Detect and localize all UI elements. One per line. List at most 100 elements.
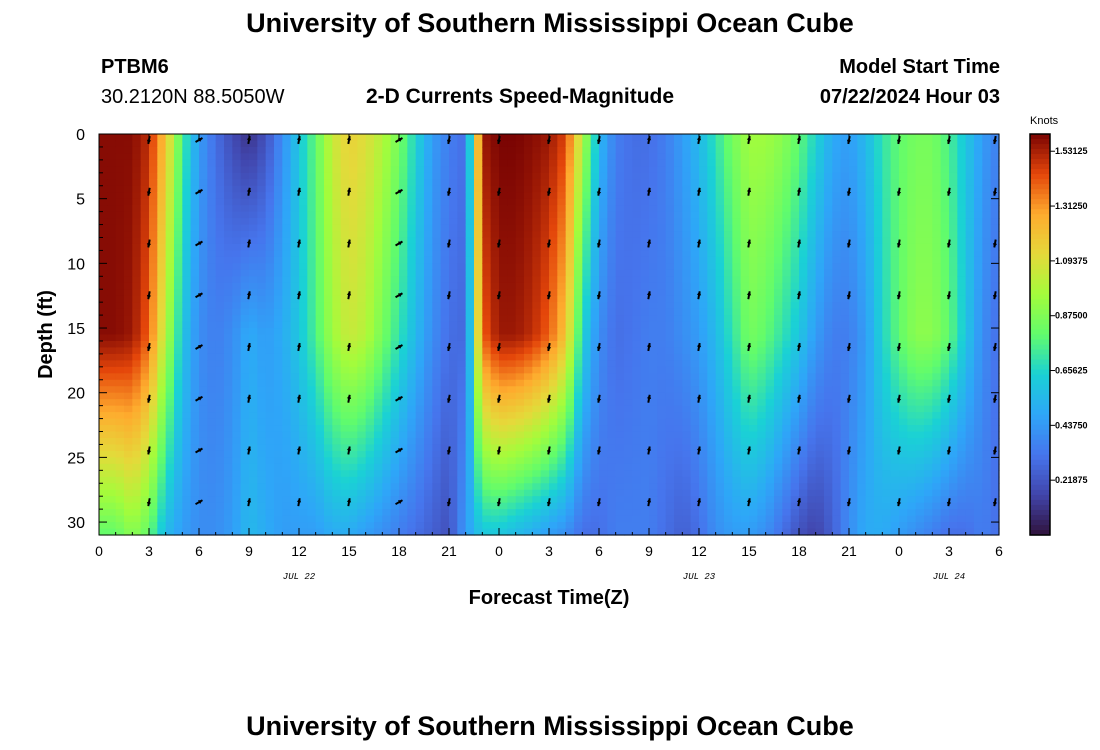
heatmap-cell [715, 444, 725, 452]
heatmap-cell [582, 386, 592, 394]
heatmap-cell [665, 379, 675, 387]
heatmap-cell [715, 476, 725, 484]
heatmap-cell [465, 134, 475, 142]
heatmap-cell [515, 353, 525, 361]
heatmap-cell [290, 379, 300, 387]
heatmap-cell [765, 153, 775, 161]
heatmap-cell [365, 405, 375, 413]
heatmap-cell [540, 437, 550, 446]
heatmap-cell [424, 263, 433, 271]
heatmap-cell [149, 211, 158, 219]
heatmap-cell [207, 276, 217, 284]
heatmap-cell [474, 450, 483, 458]
heatmap-cell [399, 405, 408, 413]
heatmap-cell [690, 522, 700, 530]
heatmap-cell [332, 476, 342, 484]
heatmap-cell [190, 392, 200, 400]
heatmap-cell [524, 172, 533, 180]
heatmap-cell [282, 237, 292, 245]
heatmap-cell [424, 146, 433, 155]
heatmap-cell [557, 347, 567, 355]
heatmap-cell [524, 263, 533, 271]
heatmap-cell [732, 205, 742, 213]
heatmap-cell [199, 243, 208, 252]
heatmap-cell [290, 224, 300, 232]
heatmap-cell [532, 373, 542, 381]
heatmap-cell [415, 509, 425, 517]
heatmap-cell [190, 431, 200, 439]
heatmap-cell [215, 450, 225, 458]
heatmap-cell [707, 412, 717, 420]
heatmap-cell [740, 315, 750, 323]
heatmap-cell [765, 243, 775, 252]
heatmap-cell [524, 444, 533, 452]
heatmap-cell [615, 463, 625, 471]
heatmap-cell [657, 502, 667, 510]
heatmap-cell [307, 437, 317, 446]
heatmap-cell [374, 425, 383, 433]
heatmap-cell [615, 328, 625, 336]
heatmap-cell [282, 340, 292, 349]
heatmap-cell [265, 205, 275, 213]
heatmap-cell [365, 496, 375, 504]
heatmap-cell [324, 243, 333, 252]
heatmap-cell [615, 425, 625, 433]
heatmap-cell [549, 276, 558, 284]
heatmap-cell [224, 418, 233, 426]
heatmap-cell [382, 146, 392, 155]
heatmap-cell [674, 315, 683, 323]
heatmap-cell [340, 250, 350, 258]
heatmap-cell [499, 179, 508, 187]
heatmap-cell [599, 146, 608, 155]
heatmap-cell [465, 509, 475, 517]
heatmap-cell [365, 444, 375, 452]
heatmap-cell [240, 269, 250, 277]
heatmap-cell [590, 463, 600, 471]
heatmap-cell [399, 412, 408, 420]
heatmap-cell [257, 328, 267, 336]
heatmap-cell [324, 431, 333, 439]
heatmap-cell [457, 450, 467, 458]
heatmap-cell [590, 198, 600, 206]
heatmap-cell [674, 289, 683, 297]
heatmap-cell [682, 224, 692, 232]
heatmap-cell [190, 172, 200, 180]
heatmap-cell [699, 502, 708, 510]
heatmap-cell [182, 522, 192, 530]
heatmap-cell [149, 379, 158, 387]
heatmap-cell [165, 489, 175, 497]
heatmap-cell [99, 185, 108, 193]
heatmap-cell [407, 237, 417, 245]
heatmap-cell [599, 386, 608, 394]
heatmap-cell [349, 399, 358, 407]
heatmap-cell [107, 276, 117, 284]
heatmap-cell [732, 315, 742, 323]
heatmap-cell [407, 172, 417, 180]
heatmap-cell [732, 392, 742, 400]
heatmap-cell [440, 256, 450, 264]
heatmap-cell [382, 263, 392, 271]
heatmap-cell [357, 353, 367, 361]
heatmap-cell [240, 295, 250, 303]
heatmap-cell [440, 289, 450, 297]
heatmap-cell [124, 134, 133, 142]
heatmap-cell [574, 528, 583, 536]
heatmap-cell [715, 179, 725, 187]
heatmap-cell [240, 412, 250, 420]
heatmap-cell [432, 172, 442, 180]
heatmap-cell [474, 379, 483, 387]
heatmap-cell [274, 425, 283, 433]
heatmap-cell [565, 450, 575, 458]
heatmap-cell [574, 450, 583, 458]
heatmap-cell [124, 269, 133, 277]
heatmap-cell [132, 360, 142, 368]
heatmap-cell [424, 347, 433, 355]
heatmap-cell [340, 483, 350, 491]
heatmap-cell [182, 463, 192, 471]
heatmap-cell [765, 231, 775, 239]
heatmap-cell [699, 470, 708, 478]
heatmap-cell [490, 276, 500, 284]
heatmap-cell [665, 269, 675, 277]
heatmap-cell [282, 302, 292, 310]
heatmap-cell [532, 502, 542, 510]
